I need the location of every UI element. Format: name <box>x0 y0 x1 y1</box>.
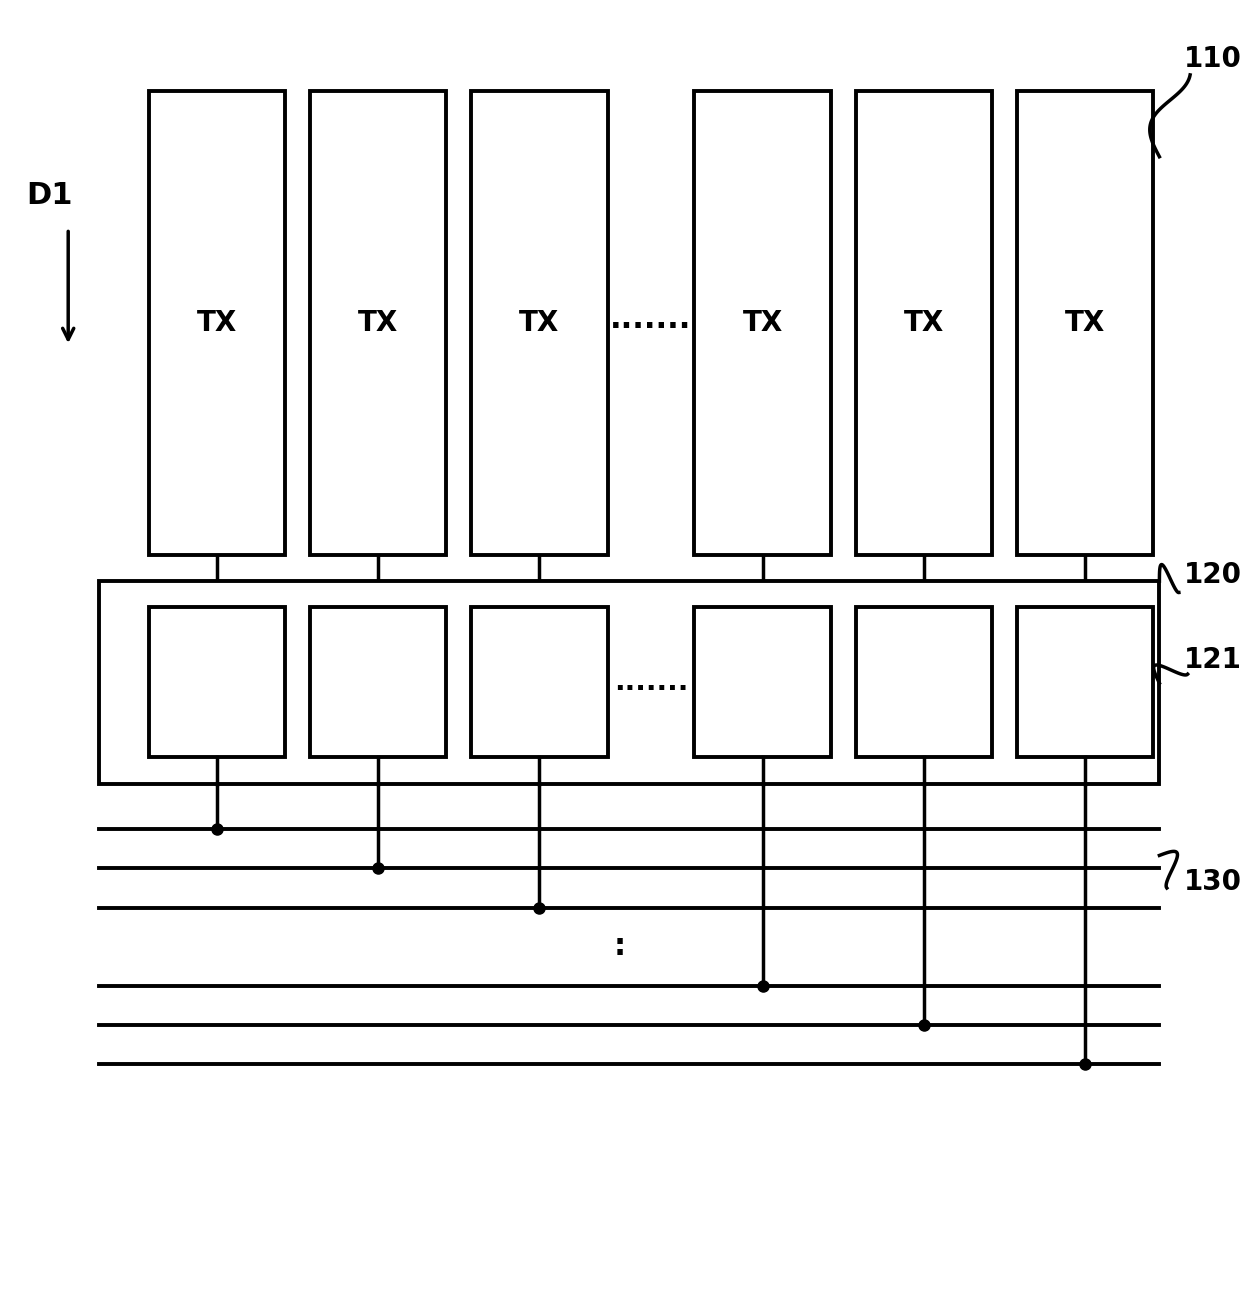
Text: .......: ....... <box>610 306 692 334</box>
Text: 120: 120 <box>1184 560 1240 589</box>
Bar <box>856 91 992 555</box>
Bar <box>149 91 285 555</box>
Text: 121: 121 <box>1184 645 1240 674</box>
Text: 110: 110 <box>1184 44 1240 73</box>
Bar <box>856 607 992 757</box>
Bar <box>471 91 608 555</box>
Bar <box>471 607 608 757</box>
Text: .......: ....... <box>614 667 688 696</box>
Text: :: : <box>614 932 626 961</box>
Text: TX: TX <box>904 310 944 337</box>
Bar <box>1017 607 1153 757</box>
Bar <box>149 607 285 757</box>
Bar <box>99 581 1159 784</box>
Text: TX: TX <box>520 310 559 337</box>
Bar <box>1017 91 1153 555</box>
Bar <box>310 607 446 757</box>
Bar <box>310 91 446 555</box>
Text: D1: D1 <box>26 182 73 210</box>
Text: TX: TX <box>1065 310 1105 337</box>
Text: TX: TX <box>358 310 398 337</box>
Text: TX: TX <box>197 310 237 337</box>
Text: 130: 130 <box>1184 867 1240 896</box>
Bar <box>694 91 831 555</box>
Bar <box>694 607 831 757</box>
Text: TX: TX <box>743 310 782 337</box>
